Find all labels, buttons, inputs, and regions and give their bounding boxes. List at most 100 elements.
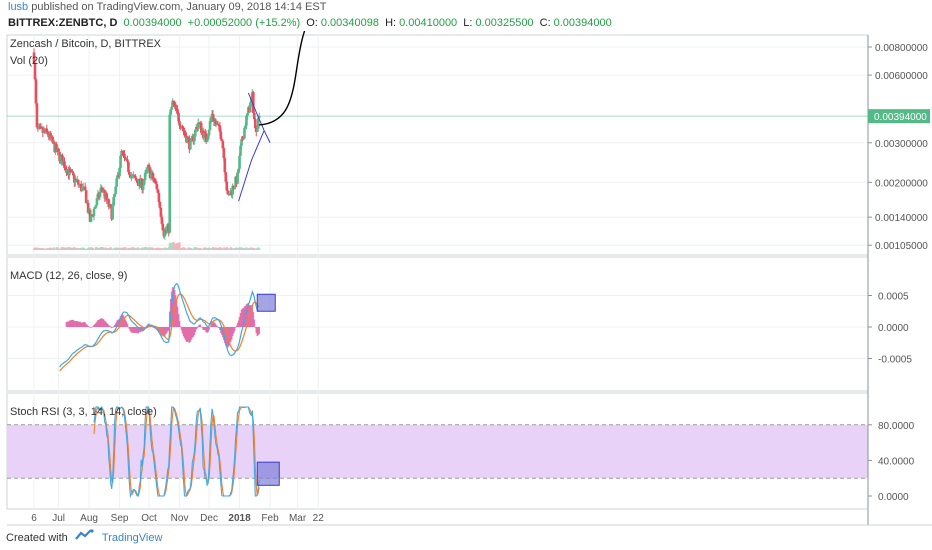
candle-body [93, 207, 97, 209]
candle-body [242, 138, 245, 140]
candle-body [193, 129, 197, 137]
candle-body [134, 175, 137, 179]
macd-histogram-bar [70, 319, 73, 327]
candle-body [148, 167, 152, 178]
last-price: 0.00394000 [123, 17, 182, 29]
macd-histogram-bar [181, 327, 184, 334]
candle-body [160, 216, 164, 224]
macd-histogram-bar [211, 321, 213, 327]
candle-body [147, 164, 151, 168]
macd-histogram-bar [66, 321, 69, 327]
macd-histogram-bar [135, 327, 138, 333]
candle-body [149, 174, 153, 178]
candle-body [241, 139, 244, 141]
candle-body [196, 122, 200, 129]
candle-body [187, 137, 190, 139]
candle-body [49, 133, 53, 139]
candle-body [128, 171, 131, 175]
candle-body [74, 178, 78, 181]
volume-bar [204, 247, 207, 250]
candle-body [141, 184, 145, 190]
candle-body [114, 186, 117, 195]
candle-body [99, 187, 103, 193]
price-tick-label: 0.00200000 [875, 178, 928, 189]
candle-body [143, 172, 147, 180]
candle-body [240, 139, 243, 146]
candle-body [203, 131, 207, 134]
chart-area[interactable]: 6 Jul Aug Sep Oct Nov Dec 2018 Feb Mar 22 0.0080000… [0, 31, 932, 526]
macd-histogram-bar [202, 327, 204, 330]
candle-body [35, 103, 39, 128]
candle-body [155, 184, 159, 190]
macd-histogram-bar [96, 321, 98, 327]
pane-border [6, 34, 869, 256]
candle-body [159, 207, 163, 217]
macd-histogram-bar [246, 303, 249, 327]
candle-body [184, 133, 187, 136]
price-tick-label: 0.00800000 [875, 43, 928, 54]
macd-histogram-bar [204, 327, 206, 331]
macd-histogram-bar [109, 326, 112, 328]
macd-histogram-bar [90, 327, 92, 328]
candle-body [164, 230, 168, 232]
candle-body [163, 230, 167, 237]
macd-histogram-bar [219, 327, 221, 331]
price-tick-label: 0.00105000 [875, 241, 928, 252]
candle-body [226, 190, 230, 195]
macd-histogram-bar [196, 327, 199, 329]
volume-bar [118, 247, 121, 250]
candle-body [74, 178, 77, 183]
macd-histogram-bar [65, 321, 68, 327]
stochrsi-band [7, 424, 868, 479]
candle-body [170, 106, 173, 110]
candle-body [111, 205, 114, 220]
macd-histogram-bar [234, 327, 237, 328]
macd-histogram-bar [247, 302, 250, 327]
macd-histogram-bar [165, 327, 168, 334]
macd-histogram-bar [72, 319, 75, 327]
macd-histogram-bar [133, 327, 136, 333]
macd-histogram-bar [240, 309, 243, 327]
candle-body [157, 192, 161, 202]
macd-histogram-bar [80, 322, 83, 327]
candle-body [86, 202, 90, 213]
macd-tick-label: 0.0005 [878, 292, 909, 303]
macd-histogram-bar [94, 324, 96, 327]
projection-curve [259, 31, 306, 126]
tradingview-link[interactable]: TradingView [101, 532, 163, 544]
candle-body [233, 187, 236, 189]
stochrsi-tick-label: 40.0000 [878, 456, 915, 467]
stochrsi-highlight-box [256, 461, 280, 486]
macd-histogram-bar [249, 305, 252, 327]
candle-body [173, 103, 176, 105]
macd-histogram-bar [171, 287, 174, 327]
macd-histogram-bar [101, 318, 103, 327]
macd-histogram-bar [195, 327, 198, 330]
macd-histogram-bar [208, 327, 210, 331]
macd-histogram-bar [183, 327, 186, 339]
volume-label: Vol (20) [10, 55, 48, 67]
x-tick-label: Feb [261, 513, 279, 524]
candle-body [174, 104, 177, 110]
candle-body [177, 113, 180, 122]
candle-body [130, 175, 133, 179]
macd-histogram-bar [233, 327, 236, 331]
candle-body [257, 116, 261, 118]
macd-histogram-bar [148, 323, 150, 327]
macd-histogram-bar [239, 312, 242, 327]
candle-body [142, 179, 146, 185]
macd-histogram-bar [172, 287, 175, 327]
macd-histogram-bar [250, 305, 253, 327]
macd-histogram-bar [212, 321, 214, 327]
macd-histogram-bar [200, 326, 202, 328]
macd-histogram-bar [197, 326, 200, 327]
author-link[interactable]: lusb [8, 1, 29, 13]
symbol-label: BITTREX:ZENBTC, D [8, 17, 118, 29]
macd-histogram-bar [221, 327, 223, 335]
candle-body [57, 148, 60, 152]
macd-histogram-bar [134, 327, 137, 333]
stochrsi-tick-label: 0.0000 [878, 492, 909, 503]
macd-histogram-bar [130, 327, 133, 333]
macd-histogram-bar [85, 323, 87, 327]
candle-body [34, 79, 38, 104]
